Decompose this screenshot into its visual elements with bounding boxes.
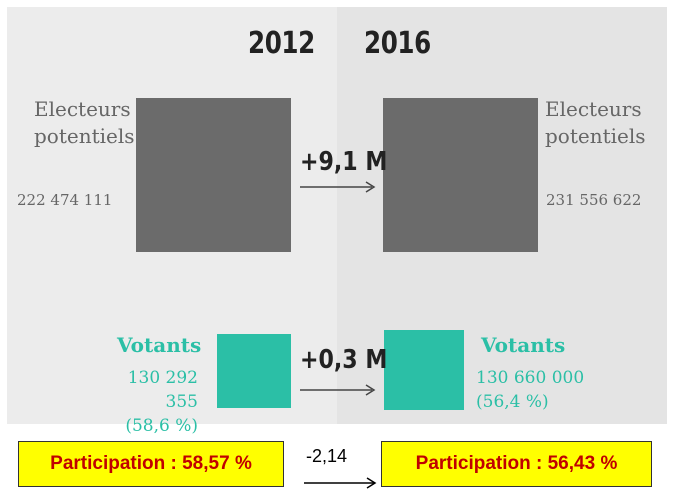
votants-arrow-icon [300, 384, 376, 396]
electeurs-label-2016: Electeurs potentiels [545, 96, 646, 150]
votants-value-2016: 130 660 000 [476, 368, 585, 388]
electeurs-label-line1: Electeurs [545, 97, 642, 121]
votants-percent-2012: (58,6 %) [125, 416, 198, 436]
participation-box-2016: Participation : 56,43 % [381, 441, 652, 487]
votants-values-2016: 130 660 000 (56,4 %) [476, 366, 584, 414]
participation-label-2012: Participation : 58,57 % [50, 453, 252, 474]
electeurs-label-2012: Electeurs potentiels [34, 96, 135, 150]
votants-change: +0,3 M [300, 345, 388, 375]
electeurs-label-line2: potentiels [34, 124, 135, 148]
electeurs-label-line1: Electeurs [34, 97, 131, 121]
year-2012: 2012 [248, 26, 315, 61]
votants-box-2012 [217, 334, 291, 408]
votants-box-2016 [384, 330, 464, 410]
electeurs-value-2012: 222 474 111 [17, 191, 113, 209]
participation-box-2012: Participation : 58,57 % [18, 441, 284, 487]
electeurs-value-2016: 231 556 622 [546, 191, 642, 209]
year-2016: 2016 [364, 26, 431, 61]
votants-value-2012: 130 292 355 [127, 368, 198, 412]
votants-percent-2016: (56,4 %) [476, 392, 549, 412]
votants-values-2012: 130 292 355 (58,6 %) [90, 366, 198, 438]
participation-arrow-icon [304, 477, 377, 489]
electeurs-change: +9,1 M [300, 147, 388, 177]
electeurs-box-2016 [383, 98, 538, 252]
electeurs-arrow-icon [300, 181, 376, 193]
participation-label-2016: Participation : 56,43 % [415, 453, 618, 474]
electeurs-label-line2: potentiels [545, 124, 646, 148]
electeurs-box-2012 [136, 98, 291, 252]
participation-change: -2,14 [306, 446, 348, 466]
votants-label-2012: Votants [117, 333, 202, 357]
votants-label-2016: Votants [481, 333, 566, 357]
